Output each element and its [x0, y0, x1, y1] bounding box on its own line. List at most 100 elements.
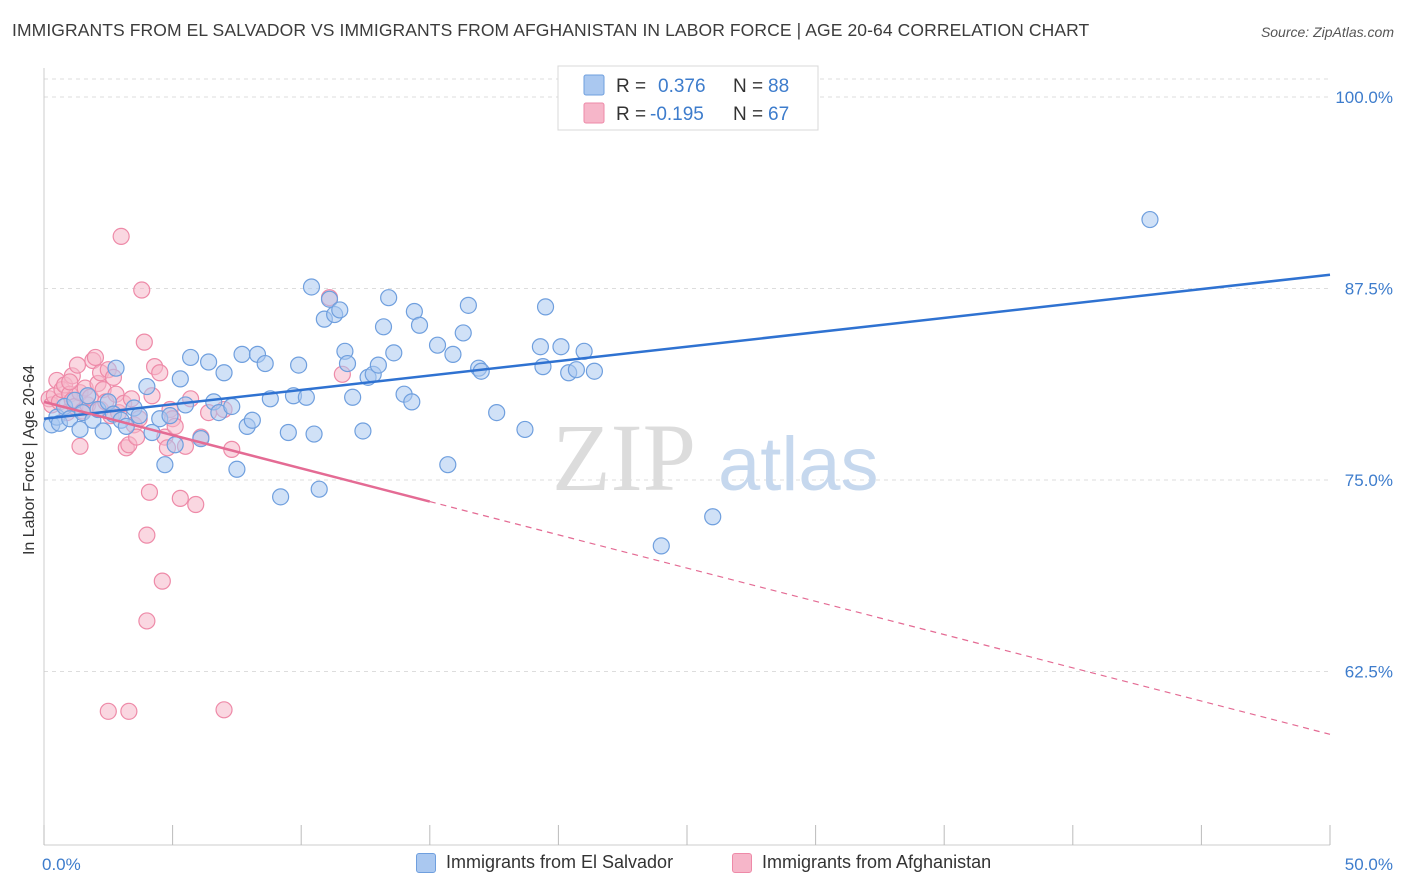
el-salvador-point: [243, 411, 261, 429]
el-salvador-point: [704, 508, 722, 526]
legend-n-value-1: 88: [768, 76, 789, 97]
el-salvador-point: [71, 420, 89, 439]
el-salvador-point: [166, 436, 184, 454]
afghanistan-point: [215, 701, 233, 719]
el-salvador-point: [403, 393, 421, 411]
el-salvador-point: [215, 364, 233, 382]
el-salvador-point: [338, 354, 357, 373]
y-tick-label: 62.5%: [1345, 663, 1393, 682]
watermark-atlas: atlas: [718, 422, 879, 507]
x-tick-labels: 0.0% 50.0%: [42, 855, 1393, 874]
afghanistan-point: [153, 572, 171, 590]
el-salvador-point: [182, 348, 200, 367]
el-salvador-point: [585, 362, 604, 380]
el-salvador-point: [272, 488, 290, 506]
el-salvador-point: [171, 370, 189, 388]
afghanistan-point: [120, 702, 138, 720]
bottom-legend-swatch-afghanistan: [732, 852, 752, 873]
grid-lines: [44, 78, 1330, 672]
afghanistan-trend-line-solid: [43, 400, 431, 503]
bottom-legend-item-el-salvador: Immigrants from El Salvador: [416, 852, 673, 873]
afghanistan-point: [71, 437, 89, 455]
el-salvador-point: [459, 296, 477, 314]
el-salvador-point: [516, 420, 534, 439]
afghanistan-point: [61, 373, 79, 391]
el-salvador-point: [320, 290, 339, 308]
afghanistan-point: [171, 489, 189, 507]
el-salvador-point: [200, 353, 218, 371]
x-tick-label-max: 50.0%: [1345, 855, 1393, 874]
el-salvador-point: [552, 338, 570, 356]
source-credit: Source: ZipAtlas.com: [1260, 24, 1394, 40]
el-salvador-point: [302, 278, 321, 296]
legend-r-value-2: -0.195: [650, 104, 704, 125]
legend-n-label-1: N =: [733, 76, 763, 97]
el-salvador-point: [369, 356, 387, 374]
top-legend: R = 0.376 N = 88 R = -0.195 N = 67: [557, 65, 819, 131]
el-salvador-point: [454, 324, 472, 342]
el-salvador-point: [156, 456, 174, 474]
legend-n-value-2: 67: [768, 104, 789, 125]
afghanistan-point: [86, 348, 105, 367]
afghanistan-point: [135, 333, 153, 351]
el-salvador-point: [279, 423, 297, 442]
el-salvador-point: [1141, 210, 1159, 229]
legend-r-label-1: R =: [616, 76, 646, 97]
el-salvador-point: [331, 301, 349, 319]
el-salvador-point: [161, 407, 179, 425]
y-tick-label: 75.0%: [1345, 471, 1393, 490]
el-salvador-point: [107, 359, 125, 377]
trend-lines: [43, 273, 1331, 735]
el-salvador-point: [176, 396, 195, 414]
el-salvador-point: [344, 388, 362, 406]
legend-swatch-afghanistan: [583, 102, 605, 124]
afghanistan-point: [68, 356, 87, 374]
el-salvador-point: [380, 289, 398, 307]
afghanistan-point: [151, 364, 169, 382]
legend-swatch-el-salvador: [583, 74, 605, 96]
el-salvador-point: [256, 354, 274, 373]
el-salvador-point: [228, 460, 246, 478]
bottom-legend: Immigrants from El Salvador Immigrants f…: [0, 852, 1406, 878]
el-salvador-point: [439, 456, 457, 474]
y-tick-labels: 62.5% 75.0% 87.5% 100.0%: [1335, 88, 1393, 682]
el-salvador-point: [233, 345, 251, 363]
el-salvador-point: [354, 422, 372, 440]
afghanistan-point: [133, 281, 151, 299]
legend-r-value-1: 0.376: [658, 76, 706, 97]
watermark: ZIP atlas: [552, 404, 879, 511]
el-salvador-point: [374, 318, 393, 336]
el-salvador-point: [223, 397, 241, 416]
chart-title: IMMIGRANTS FROM EL SALVADOR VS IMMIGRANT…: [12, 20, 1090, 40]
afghanistan-point: [99, 702, 117, 720]
x-tick-label-min: 0.0%: [42, 855, 81, 874]
bottom-legend-swatch-el-salvador: [416, 852, 436, 873]
bottom-legend-label-afghanistan: Immigrants from Afghanistan: [762, 852, 992, 872]
el-salvador-point: [444, 345, 462, 363]
legend-r-label-2: R =: [616, 104, 646, 125]
afghanistan-point: [127, 428, 146, 446]
el-salvador-point: [488, 403, 506, 422]
el-salvador-point: [536, 298, 555, 316]
watermark-zip: ZIP: [552, 404, 696, 511]
legend-n-label-2: N =: [733, 104, 763, 125]
afghanistan-point: [140, 483, 159, 501]
y-tick-label: 100.0%: [1335, 88, 1393, 107]
el-salvador-point: [138, 377, 156, 396]
el-salvador-point: [567, 361, 586, 379]
el-salvador-trend-line: [43, 273, 1331, 420]
afghanistan-point: [187, 495, 205, 514]
el-salvador-point: [305, 425, 323, 443]
el-salvador-point: [297, 388, 315, 406]
el-salvador-point: [79, 387, 97, 405]
el-salvador-point: [310, 480, 328, 498]
y-tick-label: 87.5%: [1345, 280, 1393, 299]
bottom-legend-label-el-salvador: Immigrants from El Salvador: [446, 852, 674, 872]
el-salvador-point: [428, 336, 447, 354]
afghanistan-point: [112, 227, 130, 246]
el-salvador-point: [94, 422, 112, 440]
el-salvador-point: [410, 316, 429, 334]
el-salvador-point: [652, 537, 670, 555]
el-salvador-point: [531, 338, 549, 356]
